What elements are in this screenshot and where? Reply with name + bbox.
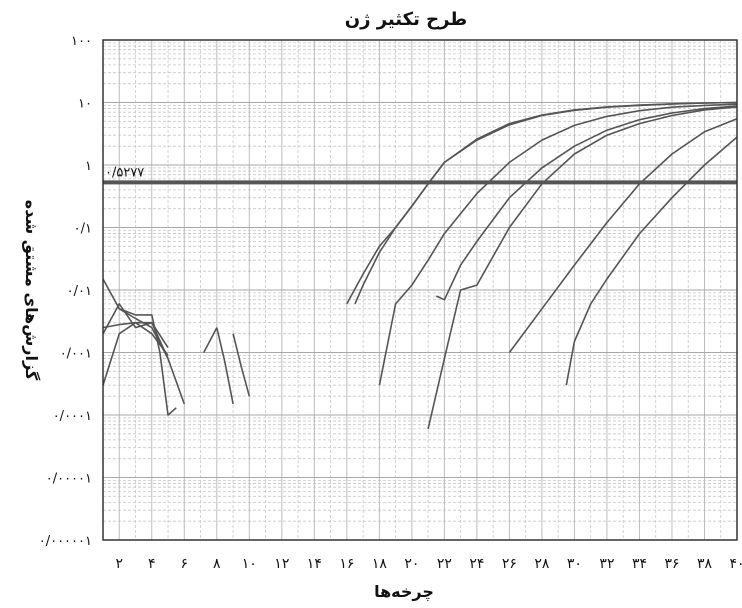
series-line — [232, 333, 251, 397]
series-line — [102, 321, 169, 359]
series-line — [119, 308, 177, 416]
y-tick-labels: ۱۰۰ ۱۰ ۱ ۰/۱ ۰/۰۱ ۰/۰۰۱ ۰/۰۰۰۱ ۰/۰۰۰۰۱ ۰/۰۰۰۰۰۱ — [39, 34, 92, 549]
series-line — [435, 105, 738, 301]
x-tick-label: ۲۸ — [534, 556, 550, 572]
series-line — [565, 136, 738, 386]
y-axis-label: گزارش‌های مشتق شده — [22, 200, 41, 381]
y-tick-label: ۰/۰۰۰۰۱ — [46, 472, 92, 487]
y-tick-label: ۰/۰۰۰۰۰۱ — [39, 534, 92, 549]
x-tick-label: ۳۲ — [599, 556, 614, 572]
y-tick-label: ۱ — [85, 159, 92, 174]
y-tick-label: ۰/۰۱ — [67, 284, 92, 299]
chart-title: طرح تکثیر ژن — [345, 9, 468, 30]
x-tick-label: ۳۶ — [664, 556, 679, 572]
y-tick-label: ۱۰۰ — [71, 34, 92, 49]
threshold-label: ۰/۵۲۷۷ — [105, 165, 144, 180]
x-tick-label: ۲۲ — [437, 556, 452, 572]
series-line — [203, 327, 218, 353]
x-tick-label: ۴۰ — [729, 556, 742, 572]
series-line — [354, 101, 738, 305]
x-tick-label: ۱۴ — [307, 556, 322, 572]
x-tick-label: ۲ — [115, 556, 123, 572]
series-group — [102, 101, 738, 430]
x-tick-label: ۸ — [213, 556, 221, 572]
y-tick-label: ۱۰ — [78, 97, 92, 112]
x-tick-label: ۶ — [181, 556, 189, 572]
x-tick-label: ۱۶ — [339, 556, 354, 572]
x-tick-label: ۳۸ — [697, 556, 713, 572]
threshold-group: ۰/۵۲۷۷ — [103, 165, 737, 185]
x-tick-labels: ۲ ۴ ۶ ۸ ۱۰ ۱۲ ۱۴ ۱۶ ۱۸ ۲۰ ۲۲ ۲۴ ۲۶ ۲۸ ۳۰ ۳۲ ۳۴ ۳۶ ۳۸ ۴۰ — [115, 556, 742, 572]
series-line — [508, 117, 738, 353]
plot-frame — [102, 39, 738, 541]
x-tick-label: ۳۴ — [632, 556, 647, 572]
series-line — [216, 327, 234, 405]
series-line — [102, 303, 169, 349]
series-line — [427, 106, 738, 430]
x-tick-label: ۴ — [148, 556, 156, 572]
x-tick-label: ۲۰ — [404, 556, 419, 572]
y-tick-label: ۰/۱ — [74, 222, 92, 237]
series-line — [378, 103, 738, 386]
x-tick-label: ۱۲ — [274, 556, 289, 572]
y-tick-label: ۰/۰۰۰۱ — [53, 409, 92, 424]
x-tick-label: ۱۰ — [242, 556, 257, 572]
y-tick-label: ۰/۰۰۱ — [60, 347, 92, 362]
x-tick-label: ۳۰ — [567, 556, 582, 572]
x-axis-label: چرخه‌ها — [374, 582, 434, 602]
x-tick-label: ۲۶ — [502, 556, 517, 572]
x-tick-label: ۲۴ — [469, 556, 484, 572]
x-tick-label: ۱۸ — [372, 556, 388, 572]
